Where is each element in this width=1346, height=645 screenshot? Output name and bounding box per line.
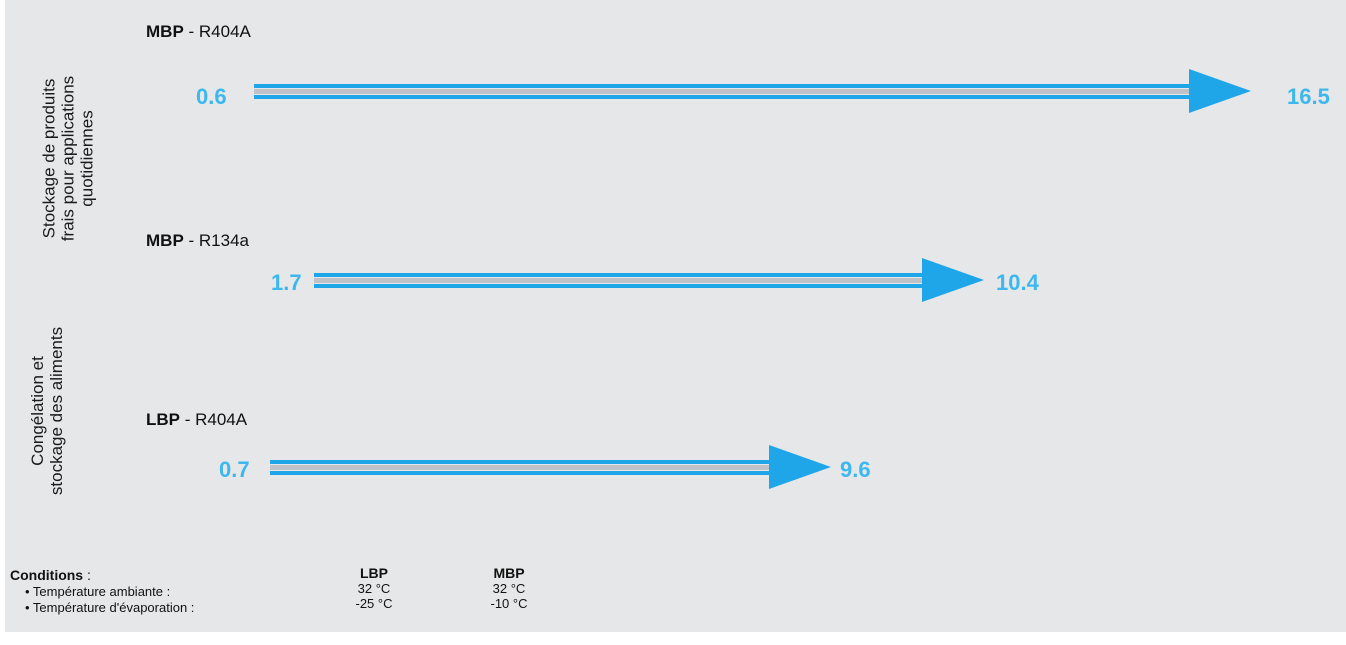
arrow-stripe-bottom (270, 471, 780, 475)
col-value: -10 °C (490, 596, 528, 611)
arrowhead (769, 445, 831, 489)
conditions-title: Conditions : (10, 568, 91, 583)
row-title-mbp-r404a: MBP - R404A (146, 22, 251, 42)
condition-row-ambient: • Température ambiante : (25, 584, 171, 599)
chart-panel: Stockage de produits frais pour applicat… (5, 0, 1346, 632)
row-max-value: 10.4 (996, 270, 1039, 295)
arrowhead (922, 258, 984, 302)
arrow-stripe-bottom (314, 284, 935, 288)
row-max-value: 16.5 (1287, 84, 1330, 109)
row-min-value: 0.6 (196, 84, 227, 109)
side-label-freezing: Congélation et stockage des aliments (28, 296, 66, 526)
row-title-suffix: - R404A (180, 410, 248, 429)
col-header: MBP (493, 565, 525, 581)
side-label-line: quotidiennes (77, 110, 97, 207)
side-label-line: Stockage de produits (39, 78, 59, 239)
conditions-col-lbp: LBP 32 °C -25 °C (339, 565, 409, 612)
arrow-stripe-mid (254, 89, 1202, 94)
arrowhead (1189, 69, 1251, 113)
arrow-stripe-top (314, 273, 935, 277)
row-title-suffix: - R134a (183, 231, 249, 250)
row-title-lbp-r404a: LBP - R404A (146, 410, 247, 430)
side-label-fresh-storage: Stockage de produits frais pour applicat… (40, 34, 97, 284)
col-value: -25 °C (355, 596, 393, 611)
side-label-line: Congélation et (28, 356, 47, 466)
row-title-bold: MBP (146, 231, 184, 250)
arrow-stripe-mid (270, 465, 780, 470)
arrow-stripe-bottom (254, 95, 1202, 99)
side-label-line: frais pour applications (58, 75, 78, 242)
col-value: 32 °C (492, 581, 526, 596)
row-min-value: 1.7 (271, 270, 302, 295)
arrow-stripe-top (254, 84, 1202, 88)
conditions-title-text: Conditions (10, 567, 84, 583)
row-min-value: 0.7 (219, 457, 250, 482)
row-title-suffix: - R404A (183, 22, 251, 41)
arrow-stripe-mid (314, 278, 935, 283)
side-label-line: stockage des aliments (47, 326, 66, 496)
condition-row-evaporation: • Température d'évaporation : (25, 600, 195, 615)
row-title-bold: LBP (146, 410, 180, 429)
conditions-col-mbp: MBP 32 °C -10 °C (474, 565, 544, 612)
conditions-title-suffix: : (83, 567, 91, 583)
col-header: LBP (360, 565, 388, 581)
col-value: 32 °C (357, 581, 391, 596)
arrow-stripe-top (270, 460, 780, 464)
row-title-mbp-r134a: MBP - R134a (146, 231, 249, 251)
row-max-value: 9.6 (840, 457, 871, 482)
row-title-bold: MBP (146, 22, 184, 41)
